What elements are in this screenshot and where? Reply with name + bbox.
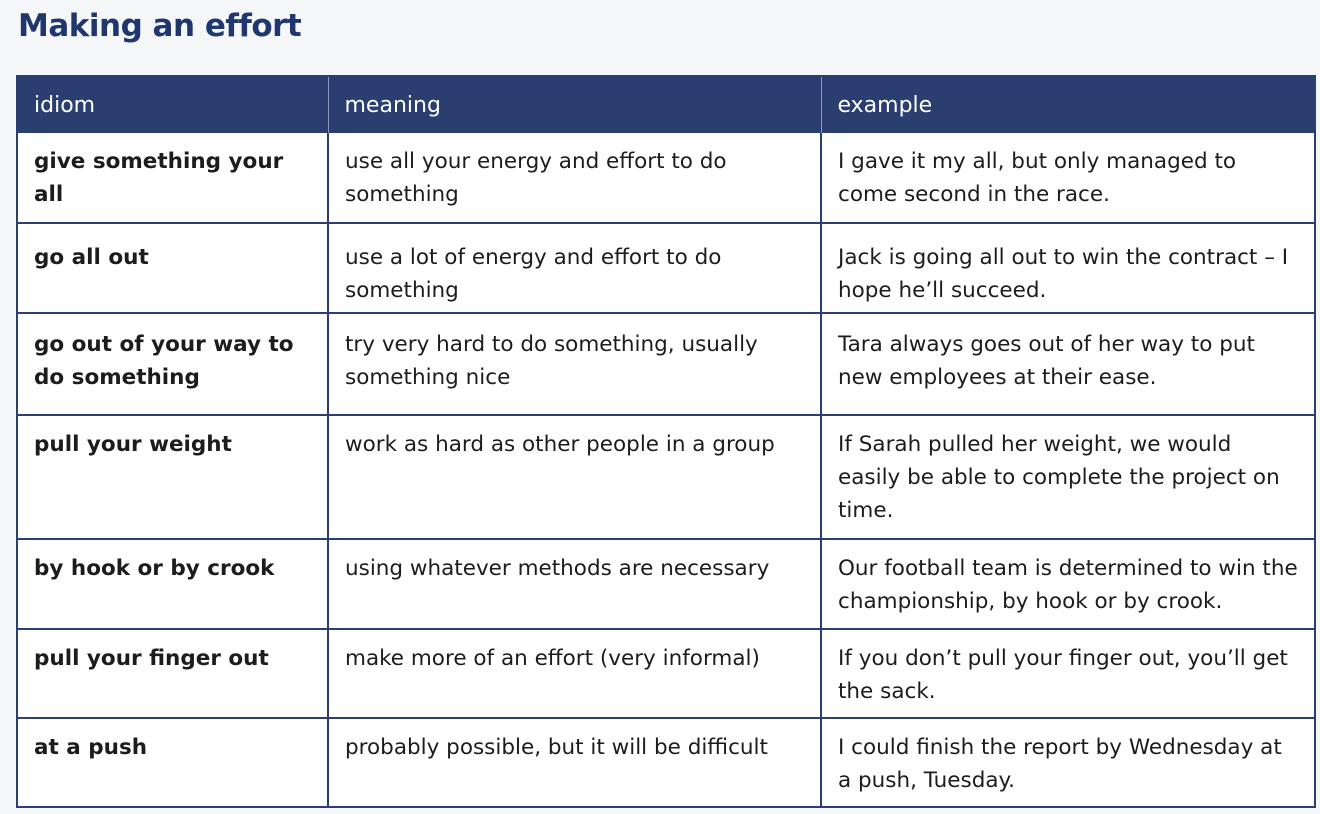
example-cell: If Sarah pulled her weight, we would eas… — [821, 415, 1315, 540]
table-row: pull your finger out make more of an eff… — [17, 629, 1315, 719]
example-cell: I could finish the report by Wednesday a… — [821, 718, 1315, 808]
meaning-cell: work as hard as other people in a group — [328, 415, 822, 540]
table-body: give something your all use all your ene… — [17, 133, 1315, 808]
page-title: Making an effort — [18, 8, 302, 44]
header-row: idiom meaning example — [17, 76, 1315, 133]
meaning-cell: use a lot of energy and effort to do som… — [328, 223, 822, 314]
example-cell: Jack is going all out to win the contrac… — [821, 223, 1315, 314]
idiom-cell: at a push — [17, 718, 329, 808]
table-row: pull your weight work as hard as other p… — [17, 415, 1315, 540]
meaning-cell: use all your energy and effort to do som… — [328, 133, 822, 224]
example-cell: Our football team is determined to win t… — [821, 539, 1315, 630]
meaning-cell: using whatever methods are necessary — [328, 539, 822, 630]
meaning-cell: make more of an effort (very informal) — [328, 629, 822, 719]
idiom-table: idiom meaning example give something you… — [16, 75, 1316, 808]
idiom-cell: go out of your way to do something — [17, 313, 329, 416]
meaning-cell: try very hard to do something, usually s… — [328, 313, 822, 416]
example-cell: Tara always goes out of her way to put n… — [821, 313, 1315, 416]
table-row: go out of your way to do something try v… — [17, 313, 1315, 416]
idiom-cell: give something your all — [17, 133, 329, 224]
header-meaning: meaning — [328, 76, 822, 133]
idiom-cell: go all out — [17, 223, 329, 314]
table-row: at a push probably possible, but it will… — [17, 718, 1315, 808]
idiom-cell: pull your finger out — [17, 629, 329, 719]
table-header: idiom meaning example — [17, 76, 1315, 133]
example-cell: I gave it my all, but only managed to co… — [821, 133, 1315, 224]
example-cell: If you don’t pull your finger out, you’l… — [821, 629, 1315, 719]
table-row: go all out use a lot of energy and effor… — [17, 223, 1315, 314]
table-row: by hook or by crook using whatever metho… — [17, 539, 1315, 630]
idiom-cell: by hook or by crook — [17, 539, 329, 630]
header-idiom: idiom — [17, 76, 329, 133]
header-example: example — [821, 76, 1315, 133]
table-row: give something your all use all your ene… — [17, 133, 1315, 224]
meaning-cell: probably possible, but it will be diffic… — [328, 718, 822, 808]
idiom-cell: pull your weight — [17, 415, 329, 540]
